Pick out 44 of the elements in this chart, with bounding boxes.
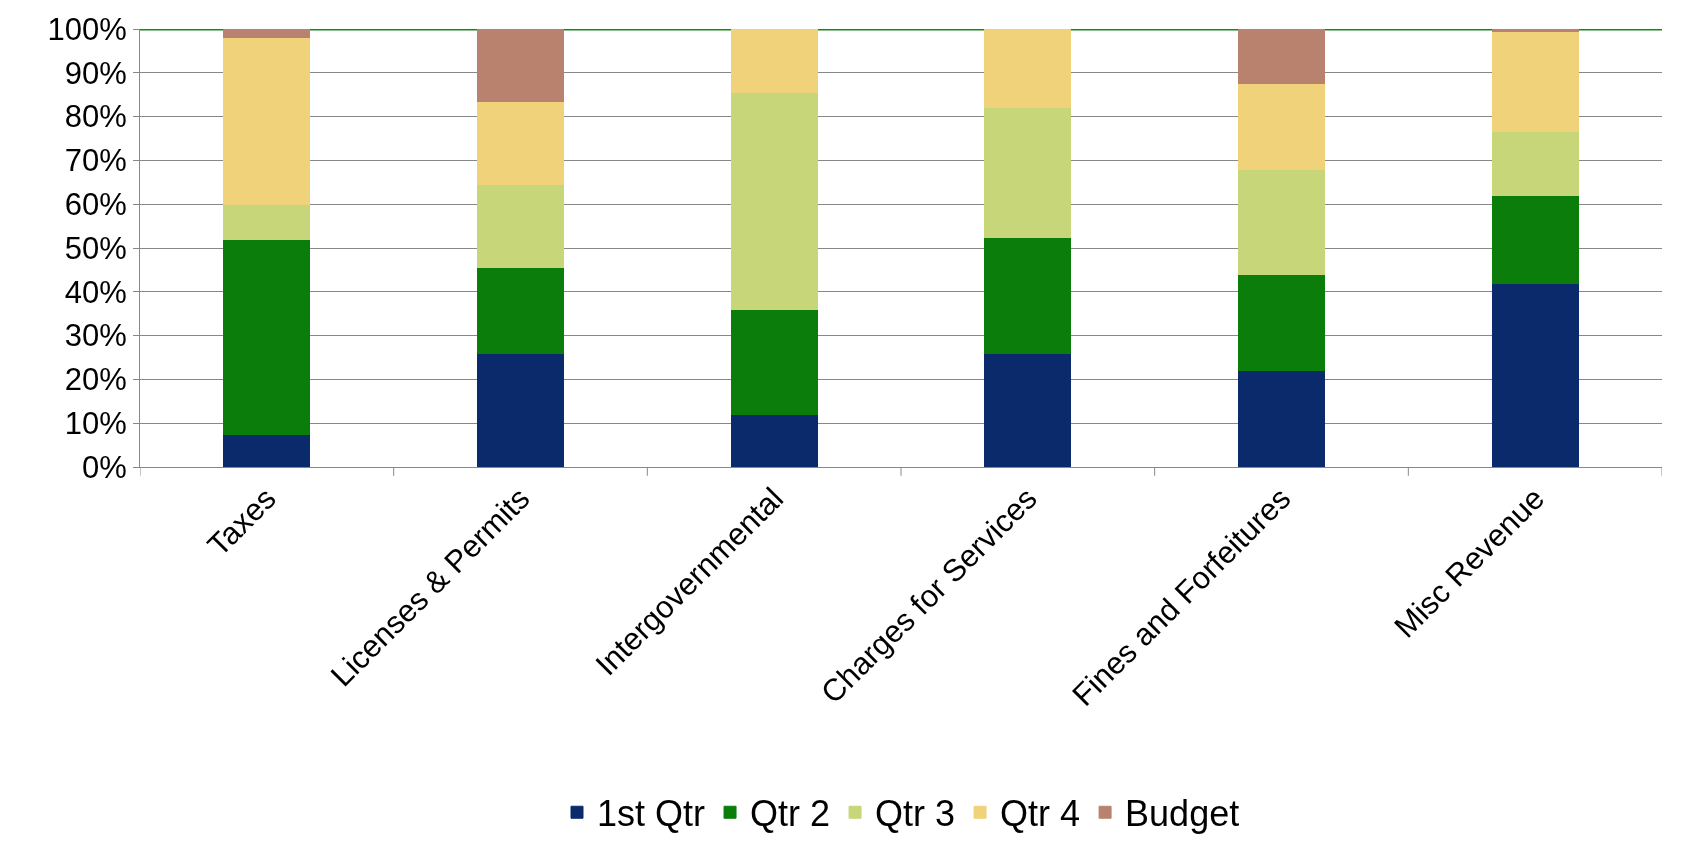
- bar: [476, 267, 565, 354]
- bar: [984, 352, 1072, 467]
- y-tick-label: 80%: [64, 99, 127, 135]
- bar: [1491, 194, 1579, 284]
- bar: [223, 203, 311, 240]
- legend-label: Qtr 2: [750, 793, 831, 835]
- bar: [984, 107, 1072, 238]
- y-tick-label: 20%: [64, 362, 127, 398]
- legend-label: 1st Qtr: [597, 793, 706, 835]
- bar: [476, 183, 565, 269]
- bar: [1491, 131, 1579, 196]
- y-tick-label: 0%: [81, 449, 127, 485]
- bar: [223, 238, 311, 435]
- bar: [1237, 83, 1326, 170]
- bar: [476, 100, 565, 185]
- y-tick-label: 90%: [64, 55, 127, 91]
- y-tick-label: 50%: [64, 230, 127, 266]
- y-tick-label: 40%: [64, 274, 127, 310]
- bar: [223, 29, 311, 39]
- bar: [730, 29, 818, 94]
- bar: [1237, 29, 1326, 85]
- bar: [223, 37, 311, 205]
- y-tick-label: 30%: [64, 318, 127, 354]
- legend-label: Qtr 4: [1000, 793, 1081, 835]
- bar: [223, 433, 311, 467]
- legend-label: Qtr 3: [875, 793, 956, 835]
- y-tick-label: 10%: [64, 406, 127, 442]
- bar: [476, 29, 565, 102]
- bar: [730, 92, 818, 310]
- bar: [1491, 30, 1579, 133]
- bar: [730, 308, 818, 415]
- bar: [476, 352, 565, 467]
- legend-label: Budget: [1125, 793, 1240, 835]
- bar: [1491, 282, 1579, 467]
- y-tick-label: 70%: [64, 143, 127, 179]
- bar: [1237, 168, 1326, 275]
- y-tick-label: 100%: [47, 11, 127, 47]
- y-tick-label: 60%: [64, 187, 127, 223]
- bar: [984, 29, 1072, 109]
- bar: [730, 413, 818, 467]
- bar: [1491, 29, 1579, 32]
- bar: [984, 236, 1072, 354]
- bar: [1237, 273, 1326, 372]
- bar: [1237, 370, 1326, 467]
